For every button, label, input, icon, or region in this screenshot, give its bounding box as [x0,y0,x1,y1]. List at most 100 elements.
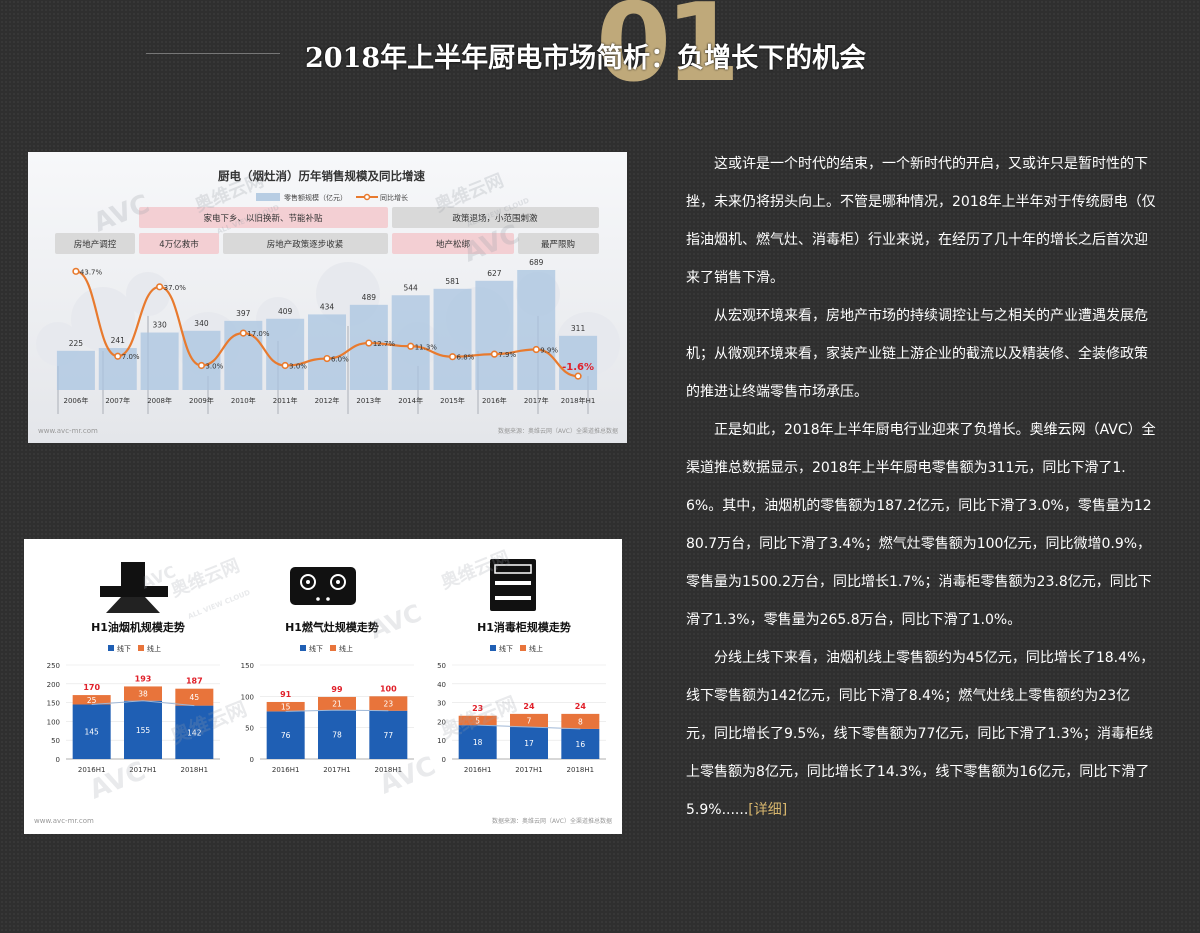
range-hood-icon [100,562,168,613]
total-value-label: 24 [575,702,587,711]
sales-bar [559,335,598,390]
x-tick-label: 2013年 [356,396,381,405]
details-link[interactable]: [详细] [748,802,788,818]
online-bar [369,696,408,711]
sales-bar [433,288,472,390]
growth-point [156,283,164,291]
annotation-label: 最严限购 [541,239,575,250]
growth-label: 3.0% [205,362,223,370]
online-value-label: 45 [190,693,200,702]
online-value-label: 23 [384,700,394,709]
annotation-box [392,233,514,254]
legend-line-label: 同比增长 [380,193,408,202]
total-value-label: 23 [472,704,483,713]
x-tick-label: 2016H1 [78,766,106,774]
offline-trend-line [91,700,195,707]
growth-point [72,267,80,275]
growth-label: 3.0% [289,362,307,370]
total-value-label: 187 [186,677,203,686]
online-bar [175,688,214,706]
online-value-label: 38 [138,690,148,699]
growth-label: 6.0% [331,356,349,364]
growth-label: 9.9% [540,347,558,355]
sales-bar-label: 311 [571,324,586,333]
growth-point [239,329,247,337]
growth-label: 6.8% [457,354,475,362]
article-paragraph-text: 分线上线下来看，油烟机线上零售额约为45亿元，同比增长了18.4%，线下零售额为… [686,650,1155,818]
chart2-source: 数据来源：奥维云网（AVC）全渠道推总数据 [492,817,612,825]
policy-annotations: 家电下乡、以旧换新、节能补贴 政策退场，小范围刺激 房地产调控 4万亿救市 房地… [55,207,599,254]
offline-value-label: 142 [187,728,202,737]
legend-online-label: 线上 [339,644,353,653]
x-tick-label: 2015年 [440,396,465,405]
category-chart-title: H1油烟机规模走势 [91,620,185,634]
online-bar [458,715,497,726]
growth-label: 37.0% [164,284,187,292]
sales-bar-label: 397 [236,309,251,318]
online-value-label: 5 [475,716,480,725]
y-tick-label: 50 [51,737,60,745]
growth-point [365,339,373,347]
annotation-label: 政策退场，小范围刺激 [452,213,538,224]
online-value-label: 25 [87,696,97,705]
offline-value-label: 16 [576,740,586,749]
x-tick-label: 2010年 [231,396,256,405]
section-number: 01 [596,0,740,106]
sales-bar [308,314,346,390]
x-tick-label: 2018年H1 [561,396,596,405]
sales-bar-label: 627 [487,269,502,278]
online-bar [510,713,548,728]
growth-point [448,353,457,361]
sales-bar [391,295,430,390]
growth-label: 43.7% [80,268,103,276]
x-tick-label: 2009年 [189,396,214,405]
offline-trend-line [477,724,581,730]
sales-bar-label: 340 [194,319,209,328]
chart-panel-annual-sales: 厨电（烟灶消）历年销售规模及同比增速 零售额规模（亿元） 同比增长 家电下乡、以… [28,152,627,443]
online-bar [72,695,111,705]
offline-bar [124,700,162,759]
y-tick-label: 20 [437,718,446,726]
sales-bar-label: 330 [152,321,167,330]
x-tick-label: 2008年 [147,396,172,405]
growth-point [574,372,582,380]
growth-point [114,352,122,360]
online-value-label: 15 [281,703,291,712]
legend-online-label: 线上 [529,644,543,653]
chart1-title: 厨电（烟灶消）历年销售规模及同比增速 [218,169,425,183]
legend-online-swatch [330,645,336,651]
growth-label: 7.9% [498,351,516,359]
y-tick-label: 100 [47,718,60,726]
annotation-box [518,233,599,254]
sales-bar [475,280,514,390]
title-divider [146,53,280,54]
disinfection-cabinet-icon [490,559,536,611]
y-tick-label: 0 [442,756,446,764]
chart1-site: www.avc-mr.com [38,427,98,435]
total-value-label: 91 [280,690,292,699]
online-bar [266,701,305,712]
growth-label: 17.0% [247,330,270,338]
sales-bar-label: 225 [69,339,84,348]
y-tick-label: 0 [250,756,254,764]
sales-bar-label: 689 [529,258,544,267]
gas-stove-icon [290,567,356,605]
growth-label: 7.0% [122,353,140,361]
x-tick-label: 2017年 [524,396,549,405]
x-tick-label: 2017H1 [323,766,351,774]
annotation-box [139,233,219,254]
total-value-label: 170 [83,683,100,692]
total-value-label: 24 [523,702,535,711]
offline-bar [510,727,548,759]
chart1-legend: 零售额规模（亿元） 同比增长 [256,193,408,202]
online-bar [124,686,162,701]
growth-point [323,354,331,363]
x-tick-label: 2007年 [105,396,130,405]
growth-label: 12.7% [373,340,396,348]
x-tick-label: 2014年 [398,396,423,405]
online-bar [561,713,600,729]
sales-bar-label: 409 [278,307,293,316]
growth-point [532,345,540,354]
offline-value-label: 77 [384,731,394,740]
